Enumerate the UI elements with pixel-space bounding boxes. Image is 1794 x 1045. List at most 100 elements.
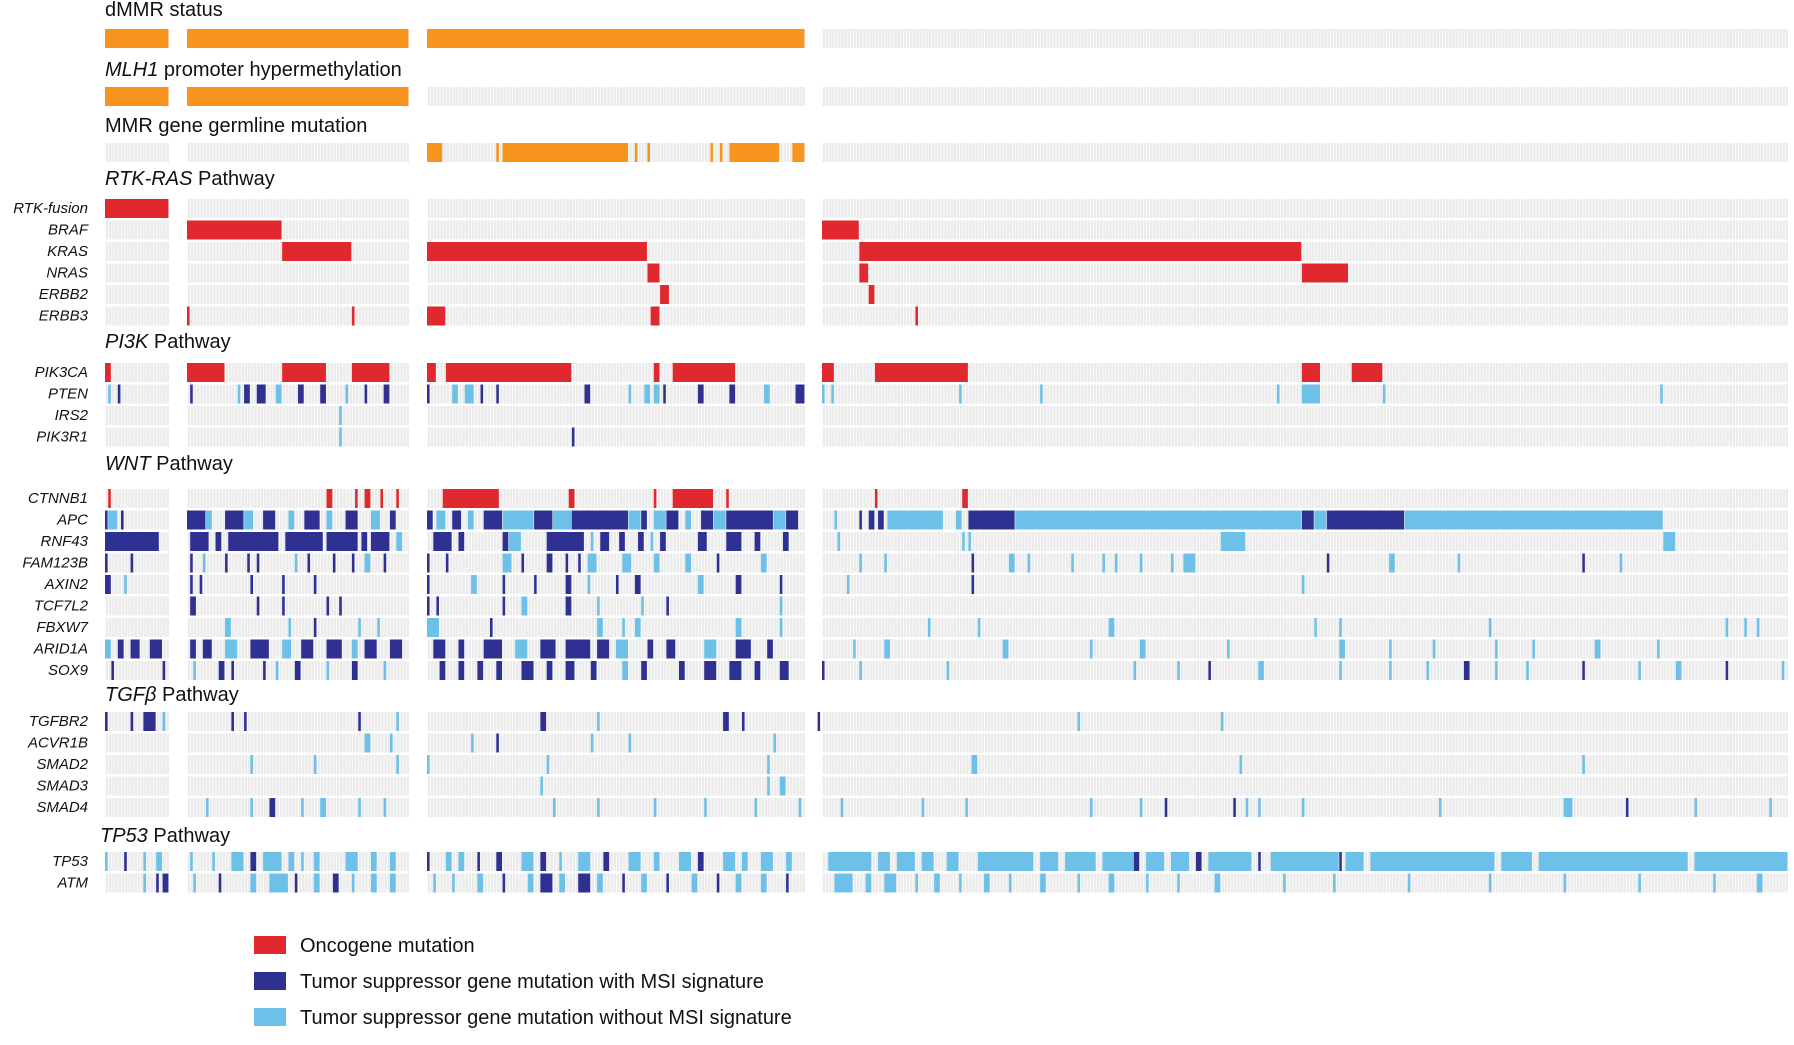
gene-row-smad2-mutation-block bbox=[396, 755, 399, 774]
gene-row-smad3-mutation-block bbox=[779, 776, 786, 796]
gene-row-acvr1b-bg-group-1 bbox=[105, 733, 169, 753]
gene-row-atm-mutation-block bbox=[313, 873, 320, 893]
header-track-3-bg-group-4 bbox=[822, 143, 1788, 162]
gene-row-sox9-mutation-block bbox=[111, 661, 114, 680]
gene-row-atm-mutation-block bbox=[1146, 873, 1149, 893]
gene-row-tgfbr2-mutation-block bbox=[1220, 712, 1224, 731]
gene-row-apc-mutation-block bbox=[436, 510, 446, 530]
gene-row-fbxw7-bg-group-2 bbox=[187, 618, 409, 637]
gene-row-arid1a-mutation-block bbox=[105, 639, 111, 659]
gene-row-fam123b-bg-group-1 bbox=[105, 553, 169, 573]
gene-row-acvr1b-bg-group-2 bbox=[187, 733, 409, 753]
gene-row-tp53-mutation-block bbox=[1258, 852, 1261, 871]
gene-row-smad4-mutation-block bbox=[704, 798, 707, 817]
gene-row-smad4-mutation-block bbox=[1139, 798, 1143, 817]
gene-row-sox9-mutation-block bbox=[859, 661, 862, 680]
gene-row-atm-mutation-block bbox=[1214, 873, 1221, 893]
gene-row-sox9-mutation-block bbox=[1526, 661, 1529, 680]
gene-row-rtk-fusion-bg-group-3 bbox=[427, 199, 805, 218]
gene-row-nras-bg-group-2 bbox=[187, 263, 409, 283]
gene-row-pik3r1-label: PIK3R1 bbox=[36, 429, 88, 446]
gene-row-tcf7l2-mutation-block bbox=[779, 596, 783, 616]
gene-row-smad4-mutation-block bbox=[301, 798, 304, 817]
gene-row-sox9-mutation-block bbox=[263, 661, 266, 680]
gene-row-rnf43-mutation-block bbox=[1663, 532, 1676, 551]
gene-row-erbb2-bg-group-3 bbox=[427, 285, 805, 304]
gene-row-smad4-mutation-block bbox=[1233, 798, 1236, 817]
gene-row-atm-bg-group-1 bbox=[105, 873, 169, 893]
gene-row-arid1a-mutation-block bbox=[301, 639, 314, 659]
gene-row-fam123b-mutation-block bbox=[622, 553, 632, 573]
gene-row-tgfbr2-mutation-block bbox=[396, 712, 399, 731]
gene-row-tp53-mutation-block bbox=[921, 852, 934, 871]
gene-row-rnf43-mutation-block bbox=[600, 532, 610, 551]
gene-row-sox9-mutation-block bbox=[1781, 661, 1785, 680]
gene-row-nras-label: NRAS bbox=[46, 265, 88, 282]
gene-row-ctnnb1-mutation-block bbox=[355, 489, 358, 508]
gene-row-pten-bg-group-1 bbox=[105, 384, 169, 404]
gene-row-rnf43-mutation-block bbox=[285, 532, 323, 551]
gene-row-apc-mutation-block bbox=[389, 510, 396, 530]
gene-row-smad4-mutation-block bbox=[653, 798, 657, 817]
gene-row-kras-mutation-block bbox=[859, 242, 1302, 261]
gene-row-tcf7l2-mutation-block bbox=[339, 596, 342, 616]
gene-row-smad4-mutation-block bbox=[1694, 798, 1698, 817]
gene-row-fbxw7-bg-group-4 bbox=[822, 618, 1788, 637]
gene-row-apc-mutation-block bbox=[244, 510, 253, 530]
gene-row-tcf7l2-mutation-block bbox=[427, 596, 430, 616]
gene-row-atm-mutation-block bbox=[294, 873, 298, 893]
gene-row-atm-mutation-block bbox=[884, 873, 897, 893]
gene-row-pik3ca-mutation-block bbox=[445, 363, 572, 382]
gene-row-atm-mutation-block bbox=[1008, 873, 1012, 893]
gene-row-smad4-mutation-block bbox=[1164, 798, 1168, 817]
gene-row-tgfbr2-mutation-block bbox=[597, 712, 600, 731]
gene-row-pik3ca-mutation-block bbox=[427, 363, 436, 382]
gene-row-tp53-mutation-block bbox=[828, 852, 872, 871]
gene-row-rnf43-mutation-block bbox=[1220, 532, 1246, 551]
gene-row-arid1a-mutation-block bbox=[1339, 639, 1345, 659]
gene-row-tp53-mutation-block bbox=[1370, 852, 1495, 871]
gene-row-sox9-label: SOX9 bbox=[48, 662, 89, 679]
gene-row-pten-mutation-block bbox=[298, 384, 304, 404]
gene-row-axin2-bg-group-2 bbox=[187, 575, 409, 594]
gene-row-acvr1b-bg-group-3 bbox=[427, 733, 805, 753]
gene-row-atm-mutation-block bbox=[389, 873, 396, 893]
gene-row-sox9-mutation-block bbox=[351, 661, 358, 680]
gene-row-erbb3-label: ERBB3 bbox=[39, 308, 89, 325]
gene-row-axin2-mutation-block bbox=[313, 575, 317, 594]
gene-row-tp53-mutation-block bbox=[1195, 852, 1202, 871]
gene-row-fam123b-mutation-block bbox=[716, 553, 720, 573]
gene-row-fam123b-mutation-block bbox=[971, 553, 975, 573]
gene-row-axin2-mutation-block bbox=[634, 575, 641, 594]
gene-row-pten-label: PTEN bbox=[48, 386, 88, 403]
gene-row-sox9-mutation-block bbox=[1495, 661, 1498, 680]
gene-row-tp53-mutation-block bbox=[1065, 852, 1096, 871]
gene-row-pik3ca-mutation-block bbox=[282, 363, 326, 382]
gene-row-irs2-bg-group-1 bbox=[105, 406, 169, 425]
gene-row-arid1a-mutation-block bbox=[616, 639, 628, 659]
gene-row-sox9-mutation-block bbox=[679, 661, 685, 680]
gene-row-axin2-mutation-block bbox=[565, 575, 572, 594]
gene-row-erbb3-mutation-block bbox=[915, 306, 918, 326]
gene-row-tp53-mutation-block bbox=[540, 852, 547, 871]
gene-row-atm-mutation-block bbox=[760, 873, 767, 893]
gene-row-tp53-mutation-block bbox=[977, 852, 1034, 871]
gene-row-apc-mutation-block bbox=[628, 510, 641, 530]
gene-row-arid1a-mutation-block bbox=[1594, 639, 1601, 659]
gene-row-atm-mutation-block bbox=[332, 873, 339, 893]
gene-row-atm-mutation-block bbox=[1563, 873, 1567, 893]
gene-row-smad4-mutation-block bbox=[206, 798, 209, 817]
gene-row-braf-label: BRAF bbox=[48, 222, 89, 239]
gene-row-atm-mutation-block bbox=[351, 873, 355, 893]
gene-row-rnf43-mutation-block bbox=[650, 532, 654, 551]
gene-row-fam123b-label: FAM123B bbox=[22, 555, 88, 572]
gene-row-pten-mutation-block bbox=[1040, 384, 1043, 404]
gene-row-tp53-mutation-block bbox=[370, 852, 377, 871]
gene-row-axin2-mutation-block bbox=[1301, 575, 1305, 594]
gene-row-arid1a-mutation-block bbox=[1495, 639, 1498, 659]
gene-row-sox9-mutation-block bbox=[1258, 661, 1264, 680]
gene-row-smad4-mutation-block bbox=[1769, 798, 1772, 817]
background-grid bbox=[105, 29, 1788, 893]
gene-row-smad4-mutation-block bbox=[250, 798, 253, 817]
gene-row-irs2-bg-group-4 bbox=[822, 406, 1788, 425]
